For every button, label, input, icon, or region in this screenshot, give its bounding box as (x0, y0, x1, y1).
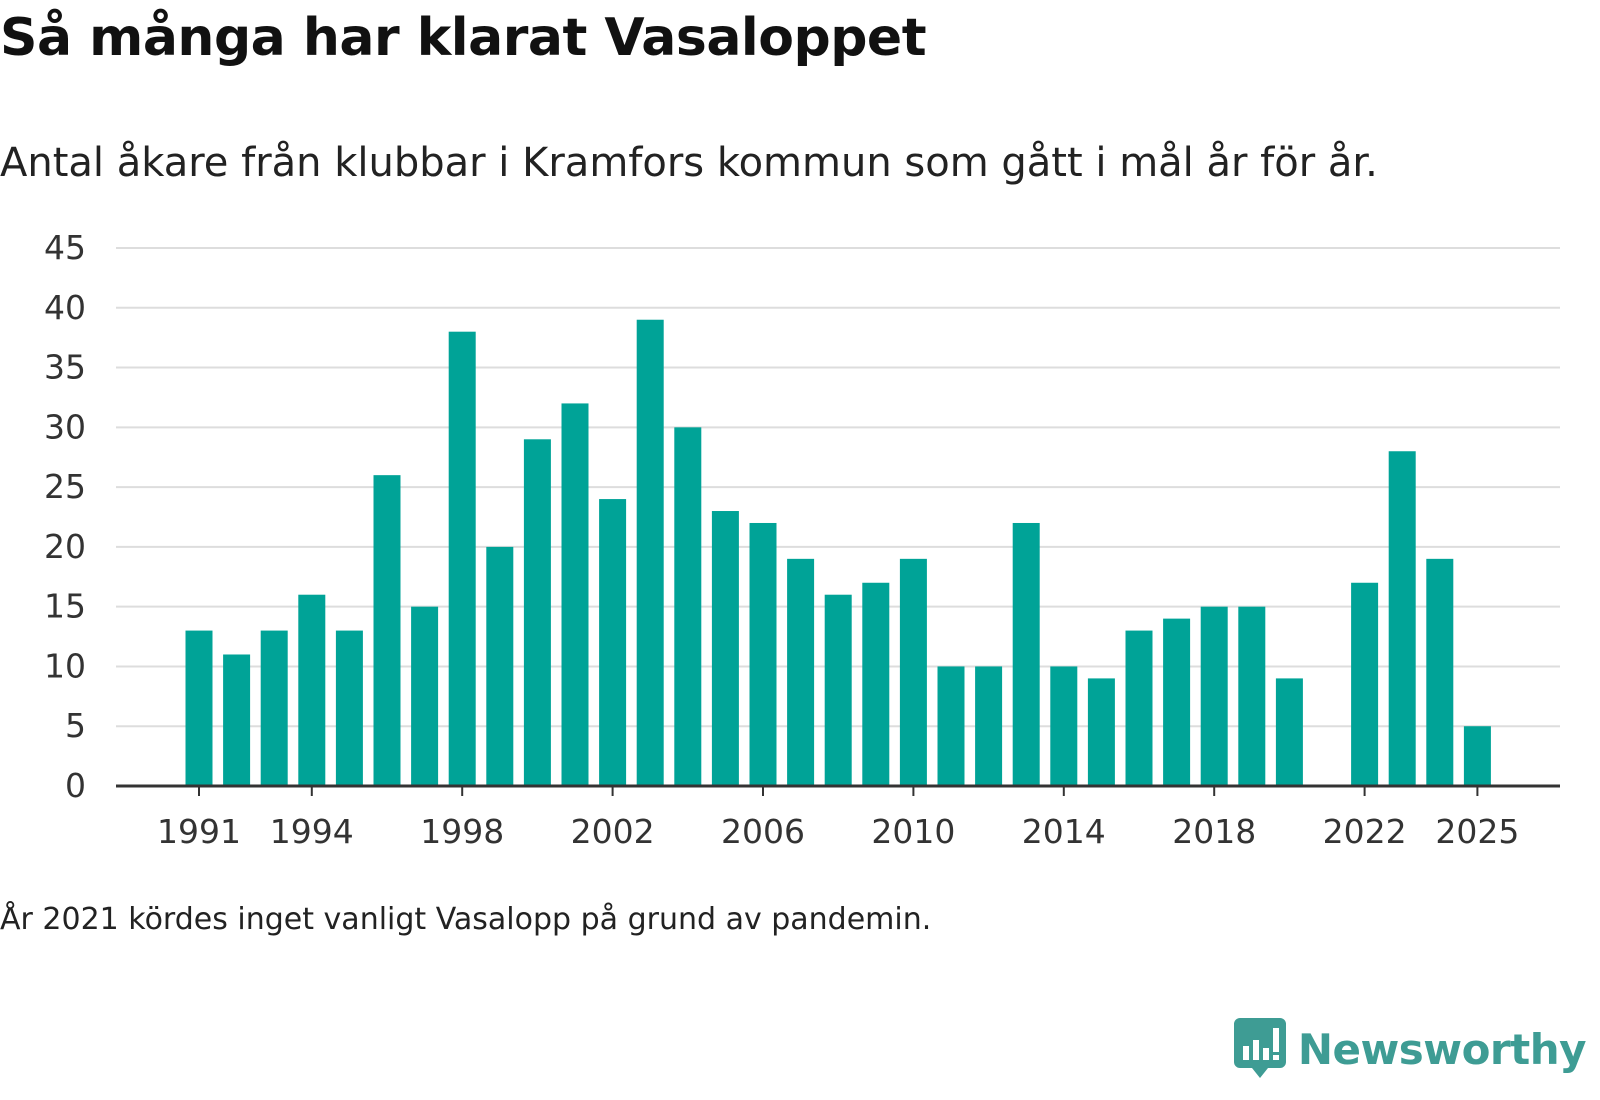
y-tick-label: 45 (44, 228, 86, 267)
bar-2011 (937, 666, 965, 786)
x-tick-label: 2018 (1172, 812, 1256, 851)
bar-2008 (824, 594, 852, 786)
bar-1998 (448, 331, 476, 786)
bar-2001 (561, 403, 589, 786)
newsworthy-logo: Newsworthy (1233, 1018, 1587, 1080)
x-axis-labels: 1991 1994 1998 2002 2006 2010 2014 2018 2022 2025 (157, 786, 1519, 851)
footnote: År 2021 kördes inget vanligt Vasalopp på… (0, 902, 932, 937)
bar-2013 (1012, 522, 1040, 786)
x-tick-label: 1991 (157, 812, 241, 851)
bar-2017 (1163, 618, 1191, 786)
x-tick-label: 1998 (420, 812, 504, 851)
bar-2015 (1087, 678, 1115, 786)
bar-2012 (975, 666, 1003, 786)
x-tick-label: 2010 (871, 812, 955, 851)
chart-title: Så många har klarat Vasaloppet (0, 8, 927, 68)
y-tick-label: 20 (44, 527, 86, 566)
bar-2003 (636, 319, 664, 786)
bar-2016 (1125, 630, 1153, 786)
bar-1991 (185, 630, 213, 786)
x-tick-label: 2022 (1323, 812, 1407, 851)
x-tick-label: 2014 (1022, 812, 1106, 851)
y-tick-label: 25 (44, 467, 86, 506)
bar-1999 (486, 546, 514, 786)
bar-2022 (1351, 582, 1379, 786)
newsworthy-icon (1233, 1018, 1286, 1078)
bar-1996 (373, 475, 401, 786)
y-tick-label: 0 (65, 766, 86, 805)
x-tick-label: 2025 (1435, 812, 1519, 851)
bar-2009 (862, 582, 890, 786)
bar-2023 (1388, 451, 1416, 786)
bar-1993 (260, 630, 288, 786)
x-tick-label: 1994 (270, 812, 354, 851)
bar-2004 (674, 427, 702, 786)
bar-2014 (1050, 666, 1078, 786)
bar-2010 (899, 558, 927, 786)
y-tick-label: 40 (44, 288, 86, 327)
bar-2007 (787, 558, 815, 786)
bars (185, 319, 1491, 786)
y-tick-label: 15 (44, 587, 86, 626)
bar-1995 (335, 630, 363, 786)
bar-2019 (1238, 606, 1266, 786)
bar-2020 (1275, 678, 1303, 786)
y-tick-label: 35 (44, 348, 86, 387)
bar-1997 (411, 606, 439, 786)
x-tick-label: 2002 (571, 812, 655, 851)
bar-2024 (1426, 558, 1454, 786)
bar-2025 (1463, 726, 1491, 786)
y-tick-label: 30 (44, 407, 86, 446)
y-tick-label: 10 (44, 646, 86, 685)
bar-2000 (523, 439, 551, 786)
bar-1994 (298, 594, 326, 786)
x-tick-label: 2006 (721, 812, 805, 851)
bar-1992 (223, 654, 251, 786)
chart-subtitle: Antal åkare från klubbar i Kramfors komm… (0, 140, 1378, 186)
bar-2002 (599, 499, 627, 786)
bar-2018 (1200, 606, 1228, 786)
brand-name: Newsworthy (1297, 1024, 1587, 1074)
y-axis-labels: 0 5 10 15 20 25 30 35 40 45 (44, 228, 86, 805)
bar-2006 (749, 522, 777, 786)
bar-2005 (711, 511, 739, 786)
y-tick-label: 5 (65, 706, 86, 745)
